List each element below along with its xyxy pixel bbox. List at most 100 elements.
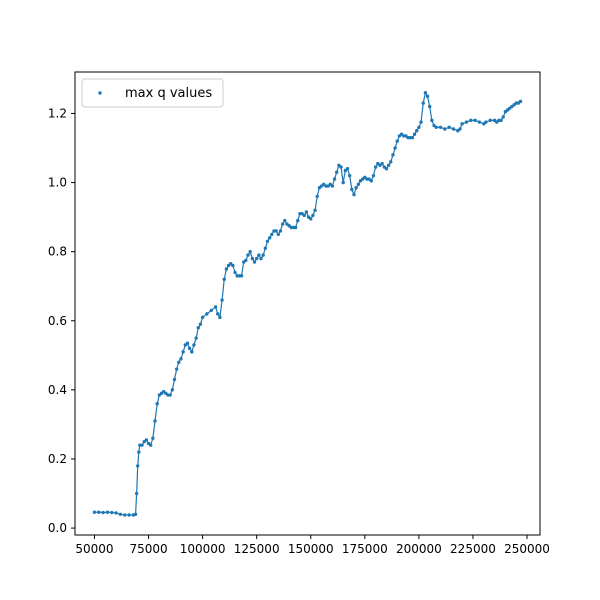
data-point (192, 343, 196, 347)
data-point (451, 127, 456, 131)
data-point (354, 186, 358, 190)
data-point (386, 163, 391, 167)
data-point (213, 305, 218, 309)
data-point (311, 213, 315, 218)
data-point (283, 218, 287, 223)
data-point (177, 360, 181, 364)
data-point (209, 308, 213, 313)
y-tick-label: 0.0 (48, 521, 67, 535)
data-point (393, 146, 397, 150)
x-tick-label: 225000 (450, 542, 496, 556)
data-point (261, 253, 265, 257)
data-point (105, 510, 110, 514)
data-point (345, 167, 350, 171)
data-point (332, 177, 337, 181)
data-point (194, 336, 198, 340)
plot-frame (74, 71, 541, 536)
data-point (200, 315, 205, 320)
data-point (356, 182, 361, 186)
data-point (198, 322, 203, 326)
data-point (246, 253, 250, 257)
data-point (218, 315, 222, 320)
data-point (477, 120, 482, 124)
data-point (380, 161, 384, 166)
data-point (391, 153, 395, 157)
data-point (276, 232, 280, 237)
data-point (428, 104, 432, 109)
data-point (179, 357, 183, 361)
y-tick-label: 0.4 (48, 383, 67, 397)
data-point (447, 125, 451, 129)
data-point (172, 377, 177, 382)
data-point (293, 225, 298, 230)
data-point (417, 125, 421, 129)
data-point (231, 263, 235, 268)
data-point (168, 393, 172, 397)
data-point (196, 325, 200, 330)
data-point (302, 213, 306, 218)
data-point (140, 443, 144, 447)
data-point (313, 208, 317, 212)
data-point (410, 135, 415, 140)
data-point (92, 510, 97, 514)
data-point (265, 239, 270, 244)
data-point (352, 192, 356, 197)
data-point (118, 512, 123, 516)
data-point (484, 120, 488, 124)
data-point (248, 249, 252, 254)
data-point (155, 402, 159, 406)
data-point (488, 118, 492, 123)
data-point (412, 132, 417, 136)
data-point (309, 217, 313, 221)
data-point (110, 510, 114, 515)
data-point (149, 443, 153, 447)
data-point (222, 277, 226, 282)
data-point (274, 229, 278, 233)
legend: max q values (81, 78, 224, 108)
data-point (395, 139, 399, 143)
x-tick-label: 125000 (234, 542, 280, 556)
data-point (423, 91, 428, 95)
data-point (350, 187, 354, 192)
data-point (137, 450, 141, 454)
data-point (369, 179, 373, 183)
data-point (187, 346, 192, 351)
y-tick-label: 0.8 (48, 245, 67, 259)
data-point (438, 125, 443, 129)
data-point (114, 511, 118, 515)
data-point (335, 170, 339, 174)
data-point (415, 129, 419, 133)
data-point (304, 210, 309, 214)
data-point (341, 180, 345, 185)
data-point (330, 184, 335, 188)
data-point (190, 350, 194, 354)
data-point (101, 510, 105, 515)
data-point (127, 513, 131, 517)
data-point (185, 341, 190, 345)
data-point (280, 222, 285, 226)
legend-label: max q values (125, 86, 212, 101)
data-point (220, 298, 224, 302)
data-point (267, 236, 272, 240)
data-point (97, 510, 101, 514)
data-point (151, 436, 155, 440)
x-tick-label: 250000 (504, 542, 550, 556)
series-line (94, 91, 521, 516)
data-point (421, 101, 425, 105)
data-point (144, 438, 149, 442)
data-point (233, 270, 237, 275)
data-point (469, 118, 473, 123)
data-point (315, 194, 319, 199)
data-point (384, 167, 389, 171)
data-point (339, 165, 343, 169)
data-point (473, 118, 477, 123)
data-point (347, 173, 352, 178)
data-point (257, 253, 261, 257)
legend-marker (98, 91, 102, 95)
data-point (134, 491, 139, 496)
data-point (389, 160, 393, 164)
data-point (518, 99, 523, 104)
x-tick-label: 75000 (129, 542, 167, 556)
data-point (224, 267, 229, 271)
y-axis: 0.0 0.2 0.4 0.6 0.8 1.0 1.2 (48, 106, 75, 535)
